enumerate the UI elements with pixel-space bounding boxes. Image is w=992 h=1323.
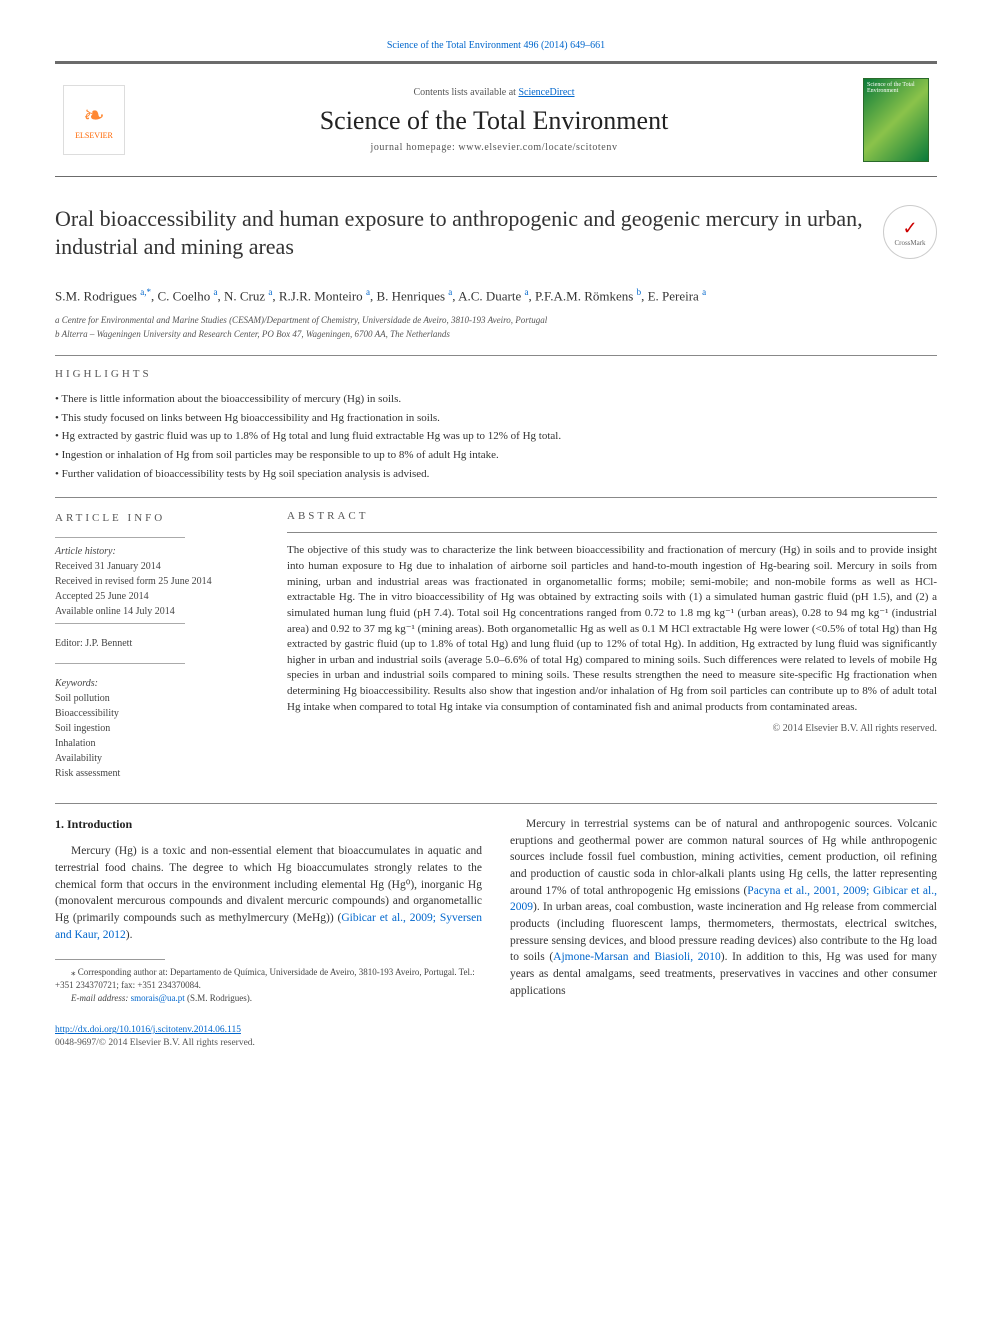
intro-paragraph-1: Mercury (Hg) is a toxic and non-essentia… (55, 843, 482, 943)
article-info-column: ARTICLE INFO Article history: Received 3… (55, 510, 255, 781)
mini-rule (55, 623, 185, 624)
citation-link[interactable]: Ajmone-Marsan and Biasioli, 2010 (553, 951, 721, 963)
affiliation: a Centre for Environmental and Marine St… (55, 314, 937, 327)
intro-heading: 1. Introduction (55, 816, 482, 833)
affiliation: b Alterra – Wageningen University and Re… (55, 328, 937, 341)
abstract-text: The objective of this study was to chara… (287, 543, 937, 715)
elsevier-logo: ❧ ELSEVIER (63, 85, 125, 155)
crossmark-badge[interactable]: ✓ CrossMark (883, 205, 937, 259)
mini-rule (55, 663, 185, 664)
history-line: Received 31 January 2014 (55, 559, 255, 574)
author-list: S.M. Rodrigues a,*, C. Coelho a, N. Cruz… (55, 286, 937, 306)
keyword: Inhalation (55, 736, 255, 751)
crossmark-icon: ✓ (902, 218, 917, 239)
footnote-rule (55, 959, 165, 960)
sciencedirect-link[interactable]: ScienceDirect (518, 87, 574, 98)
mini-rule (287, 532, 937, 533)
issn-copyright: 0048-9697/© 2014 Elsevier B.V. All right… (55, 1038, 255, 1048)
separator-rule (55, 497, 937, 498)
keywords-label: Keywords: (55, 676, 255, 691)
article-title: Oral bioaccessibility and human exposure… (55, 205, 869, 260)
keyword: Availability (55, 751, 255, 766)
contents-line: Contents lists available at ScienceDirec… (139, 87, 849, 98)
corresponding-author-note: ⁎ Corresponding author at: Departamento … (55, 966, 482, 991)
history-line: Received in revised form 25 June 2014 (55, 574, 255, 589)
email-link[interactable]: smorais@ua.pt (131, 993, 185, 1003)
separator-rule (55, 803, 937, 804)
keyword: Soil ingestion (55, 721, 255, 736)
highlight-item: • Ingestion or inhalation of Hg from soi… (55, 446, 937, 465)
body-column-right: Mercury in terrestrial systems can be of… (510, 816, 937, 1004)
tree-icon: ❧ (83, 101, 105, 131)
highlight-item: • Hg extracted by gastric fluid was up t… (55, 427, 937, 446)
editor-line: Editor: J.P. Bennett (55, 636, 255, 651)
mini-rule (55, 537, 185, 538)
abstract-copyright: © 2014 Elsevier B.V. All rights reserved… (287, 723, 937, 734)
history-line: Available online 14 July 2014 (55, 604, 255, 619)
separator-rule (55, 355, 937, 356)
highlight-item: • Further validation of bioaccessibility… (55, 465, 937, 484)
article-info-label: ARTICLE INFO (55, 510, 255, 527)
intro-paragraph-2: Mercury in terrestrial systems can be of… (510, 816, 937, 999)
keyword: Risk assessment (55, 766, 255, 781)
journal-reference: Science of the Total Environment 496 (20… (55, 40, 937, 51)
history-line: Accepted 25 June 2014 (55, 589, 255, 604)
journal-cover-thumb: Science of the Total Environment (863, 78, 929, 162)
journal-homepage: journal homepage: www.elsevier.com/locat… (139, 142, 849, 153)
banner-center: Contents lists available at ScienceDirec… (139, 87, 849, 153)
abstract-column: ABSTRACT The objective of this study was… (287, 510, 937, 781)
keyword: Bioaccessibility (55, 706, 255, 721)
journal-name: Science of the Total Environment (139, 106, 849, 136)
highlight-item: • There is little information about the … (55, 390, 937, 409)
keyword: Soil pollution (55, 691, 255, 706)
corresponding-email: E-mail address: smorais@ua.pt (S.M. Rodr… (55, 992, 482, 1005)
highlight-item: • This study focused on links between Hg… (55, 409, 937, 428)
doi-link[interactable]: http://dx.doi.org/10.1016/j.scitotenv.20… (55, 1025, 241, 1035)
publisher-label: ELSEVIER (75, 131, 113, 140)
highlights-label: HIGHLIGHTS (55, 368, 937, 380)
highlights-list: • There is little information about the … (55, 390, 937, 483)
page-footer: http://dx.doi.org/10.1016/j.scitotenv.20… (55, 1024, 937, 1051)
body-column-left: 1. Introduction Mercury (Hg) is a toxic … (55, 816, 482, 1004)
history-label: Article history: (55, 544, 255, 559)
journal-banner: ❧ ELSEVIER Contents lists available at S… (55, 61, 937, 177)
abstract-label: ABSTRACT (287, 510, 937, 522)
